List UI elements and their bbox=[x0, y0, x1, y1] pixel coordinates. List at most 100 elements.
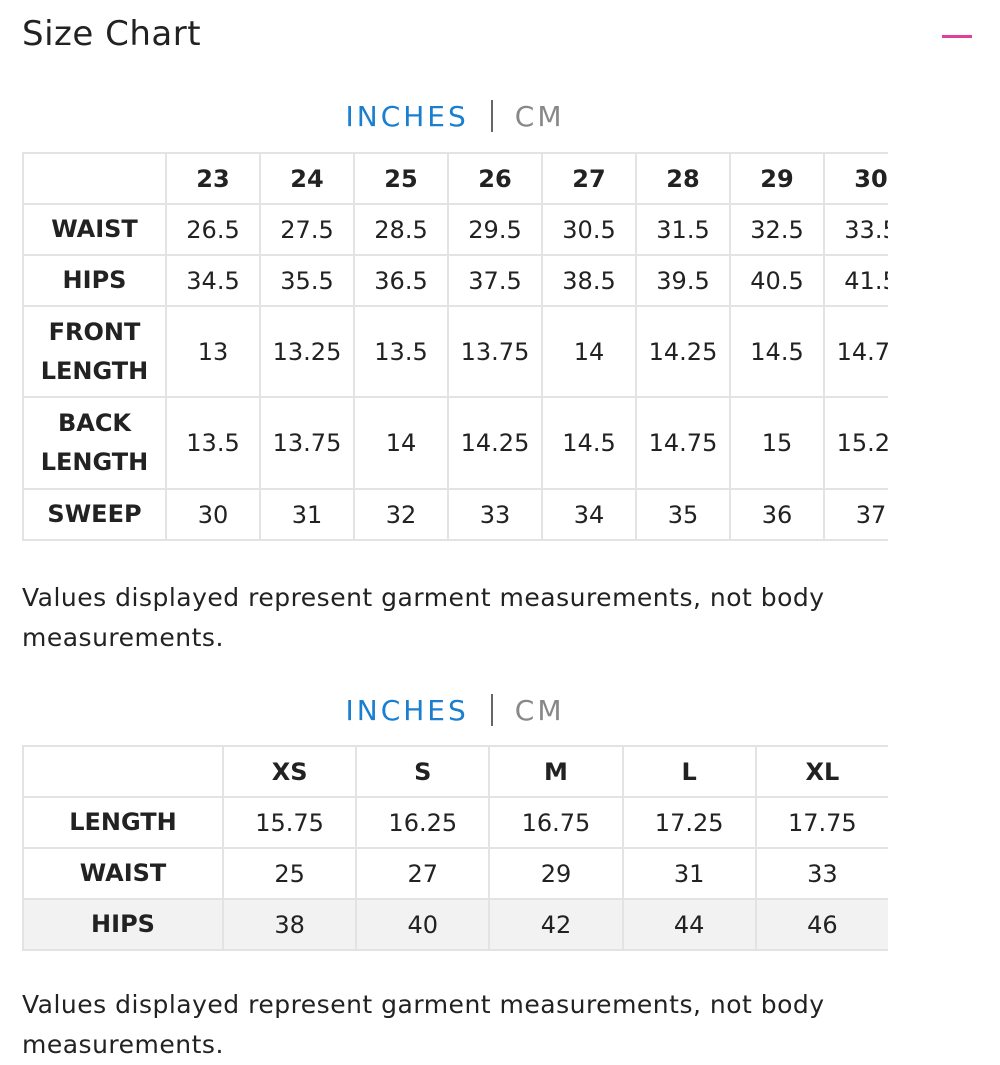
cell: 33.5 bbox=[823, 203, 888, 256]
cell: 42 bbox=[488, 898, 624, 951]
row-label: FRONT LENGTH bbox=[22, 305, 167, 398]
table-wrap: XS S M L XL LENGTH 15.75 16.25 16.75 17.25 17.75 WA… bbox=[22, 745, 888, 951]
cell: 41.5 bbox=[823, 254, 888, 307]
corner-cell bbox=[22, 152, 167, 205]
row-label: WAIST bbox=[22, 847, 224, 900]
row-label: HIPS bbox=[22, 898, 224, 951]
row-label: LENGTH bbox=[22, 796, 224, 849]
cell: 13.75 bbox=[447, 305, 543, 398]
collapse-icon[interactable] bbox=[942, 35, 972, 38]
page: Size Chart INCHES CM 23 24 25 26 27 28 29 30 WAIST… bbox=[22, 14, 972, 1059]
column-header: 25 bbox=[353, 152, 449, 205]
cell: 17.25 bbox=[621, 796, 757, 849]
header-row: XS S M L XL bbox=[22, 745, 888, 798]
cell: 34.5 bbox=[165, 254, 261, 307]
cell: 25 bbox=[221, 847, 358, 900]
cell: 36.5 bbox=[353, 254, 449, 307]
column-header: L bbox=[621, 745, 757, 798]
cell: 14.5 bbox=[729, 305, 825, 398]
cell: 14 bbox=[353, 396, 449, 490]
cell: 31.5 bbox=[635, 203, 731, 256]
unit-option[interactable]: CM bbox=[514, 99, 565, 133]
cell: 26.5 bbox=[165, 203, 261, 256]
cell: 16.25 bbox=[355, 796, 491, 849]
page-title: Size Chart bbox=[22, 14, 202, 54]
unit-separator bbox=[490, 694, 493, 726]
cell: 14.5 bbox=[541, 396, 637, 490]
column-header: 23 bbox=[165, 152, 261, 205]
column-header: S bbox=[355, 745, 491, 798]
row-label: WAIST bbox=[22, 203, 167, 256]
cell: 13.25 bbox=[259, 305, 355, 398]
cell: 37.5 bbox=[447, 254, 543, 307]
header-row: 23 24 25 26 27 28 29 30 bbox=[22, 152, 888, 205]
cell: 33 bbox=[447, 488, 543, 541]
cell: 29 bbox=[488, 847, 624, 900]
unit-toggle: INCHES CM bbox=[22, 692, 888, 727]
table-row: SWEEP 30 31 32 33 34 35 36 37 bbox=[22, 488, 888, 541]
cell: 14.25 bbox=[447, 396, 543, 490]
cell: 27 bbox=[355, 847, 491, 900]
cell: 38.5 bbox=[541, 254, 637, 307]
cell: 29.5 bbox=[447, 203, 543, 256]
cell: 39.5 bbox=[635, 254, 731, 307]
table-wrap: 23 24 25 26 27 28 29 30 WAIST 26.5 27.5 28.5 29.5 30.… bbox=[22, 152, 888, 541]
cell: 34 bbox=[541, 488, 637, 541]
cell: 28.5 bbox=[353, 203, 449, 256]
cell: 16.75 bbox=[488, 796, 624, 849]
cell: 30 bbox=[165, 488, 261, 541]
cell: 27.5 bbox=[259, 203, 355, 256]
table-row: LENGTH 15.75 16.25 16.75 17.25 17.75 bbox=[22, 796, 888, 849]
column-header: XL bbox=[754, 745, 888, 798]
cell: 17.75 bbox=[754, 796, 888, 849]
cell: 35 bbox=[635, 488, 731, 541]
column-header: 24 bbox=[259, 152, 355, 205]
table-row: WAIST 25 27 29 31 33 bbox=[22, 847, 888, 900]
column-header: 26 bbox=[447, 152, 543, 205]
unit-option[interactable]: CM bbox=[514, 693, 565, 727]
cell: 13.5 bbox=[353, 305, 449, 398]
column-header: 30 bbox=[823, 152, 888, 205]
cell: 15 bbox=[729, 396, 825, 490]
cell: 44 bbox=[621, 898, 757, 951]
cell: 33 bbox=[754, 847, 888, 900]
cell: 14.25 bbox=[635, 305, 731, 398]
cell: 15.75 bbox=[221, 796, 358, 849]
table-row: BACK LENGTH 13.5 13.75 14 14.25 14.5 14.75 15 15… bbox=[22, 396, 888, 490]
cell: 38 bbox=[221, 898, 358, 951]
cell: 30.5 bbox=[541, 203, 637, 256]
unit-option[interactable]: INCHES bbox=[345, 99, 469, 133]
cell: 37 bbox=[823, 488, 888, 541]
unit-option[interactable]: INCHES bbox=[345, 693, 469, 727]
corner-cell bbox=[22, 745, 224, 798]
cell: 14.75 bbox=[635, 396, 731, 490]
cell: 46 bbox=[754, 898, 888, 951]
cell: 13.5 bbox=[165, 396, 261, 490]
note: Values displayed represent garment measu… bbox=[22, 990, 825, 1059]
cell: 31 bbox=[621, 847, 757, 900]
cell: 35.5 bbox=[259, 254, 355, 307]
cell: 14.75 bbox=[823, 305, 888, 398]
unit-separator bbox=[490, 100, 493, 132]
column-header: M bbox=[488, 745, 624, 798]
column-header: 28 bbox=[635, 152, 731, 205]
size-table: XS S M L XL LENGTH 15.75 16.25 16.75 17.25 17.75 WA… bbox=[22, 745, 888, 951]
row-label: HIPS bbox=[22, 254, 167, 307]
table-row: FRONT LENGTH 13 13.25 13.5 13.75 14 14.25 14.5 1… bbox=[22, 305, 888, 398]
cell: 36 bbox=[729, 488, 825, 541]
cell: 13 bbox=[165, 305, 261, 398]
column-header: 27 bbox=[541, 152, 637, 205]
column-header: 29 bbox=[729, 152, 825, 205]
cell: 32 bbox=[353, 488, 449, 541]
unit-toggle: INCHES CM bbox=[22, 98, 888, 133]
size-table: 23 24 25 26 27 28 29 30 WAIST 26.5 27.5 28.5 29.5 30.… bbox=[22, 152, 888, 541]
cell: 31 bbox=[259, 488, 355, 541]
cell: 40.5 bbox=[729, 254, 825, 307]
cell: 14 bbox=[541, 305, 637, 398]
column-header: XS bbox=[221, 745, 358, 798]
table-row: HIPS 38 40 42 44 46 bbox=[22, 898, 888, 951]
cell: 32.5 bbox=[729, 203, 825, 256]
cell: 13.75 bbox=[259, 396, 355, 490]
